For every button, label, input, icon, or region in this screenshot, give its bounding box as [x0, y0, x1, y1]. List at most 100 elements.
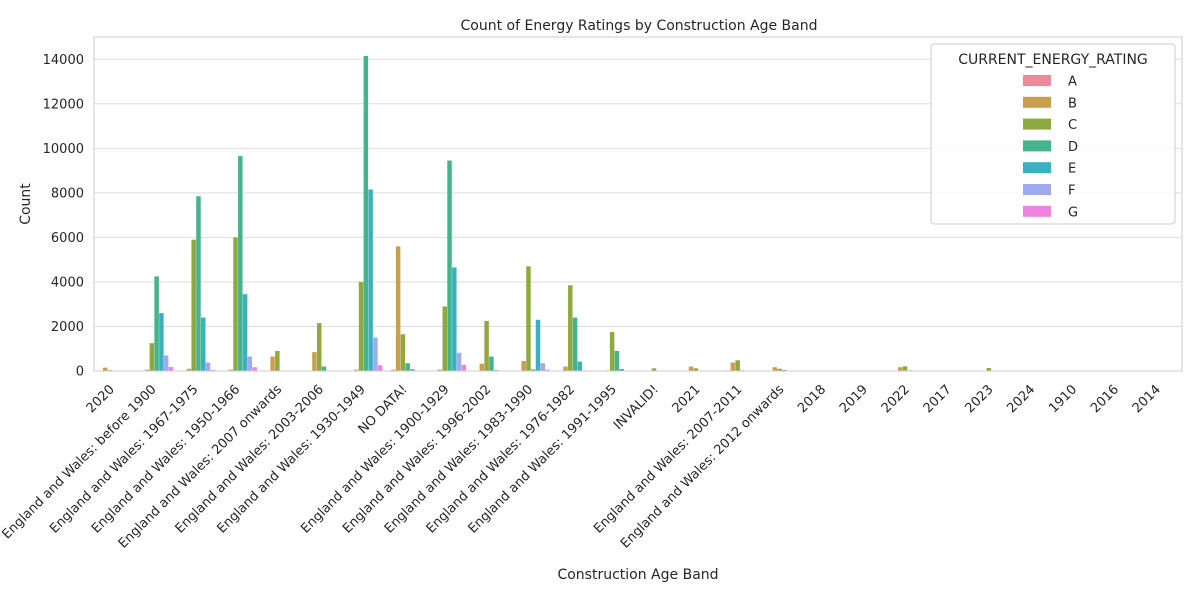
- y-tick-labels: 0 2000 4000 6000 8000 10000 12000 14000: [43, 53, 84, 380]
- bar-b-14: [688, 366, 694, 371]
- bar-b-9: [479, 363, 485, 371]
- bar-b-6: [354, 369, 359, 371]
- bar-b-7: [395, 246, 401, 371]
- y-gridlines: [94, 58, 1182, 372]
- bar-c-5: [316, 323, 322, 371]
- bar-b-19: [898, 367, 903, 371]
- y-tick-label: 14000: [43, 53, 84, 68]
- bar-d-6: [363, 55, 369, 372]
- bar-e-11: [577, 361, 583, 371]
- bar-b-1: [144, 369, 150, 371]
- bar-d-3: [238, 156, 243, 371]
- x-tick-label: England and Wales: 1976-1982: [424, 382, 578, 536]
- legend-swatch-c: [1023, 118, 1051, 130]
- bar-c-15: [735, 360, 740, 371]
- bar-f-1: [163, 355, 169, 371]
- bar-b-0: [102, 367, 108, 371]
- bar-c-14: [693, 368, 699, 371]
- bar-d-1: [154, 276, 159, 371]
- bar-b-8: [437, 369, 443, 371]
- legend-swatch-f: [1023, 184, 1051, 195]
- x-tick-label: 2019: [837, 382, 871, 416]
- x-tick-label: 2023: [963, 382, 997, 416]
- bar-c-13: [651, 368, 657, 371]
- bar-g-10: [545, 369, 550, 371]
- legend-label-f: F: [1068, 184, 1075, 199]
- bar-e-10: [535, 319, 541, 371]
- bar-b-5: [312, 352, 317, 371]
- x-tick-label: 2014: [1130, 382, 1164, 416]
- bar-f-8: [456, 352, 462, 371]
- x-tick-label: England and Wales: 1991-1995: [466, 382, 620, 536]
- x-tick-label: England and Wales: before 1900: [0, 382, 160, 542]
- bar-b-4: [270, 356, 275, 371]
- bar-e-6: [368, 189, 373, 371]
- legend-label-g: G: [1068, 205, 1078, 220]
- y-tick-label: 6000: [51, 231, 84, 246]
- bar-d-16: [782, 369, 787, 371]
- bar-c-19: [902, 366, 908, 371]
- x-tick-label: England and Wales: 1930-1949: [215, 382, 369, 536]
- bar-f-6: [373, 337, 378, 371]
- bar-d-2: [196, 196, 201, 371]
- bar-c-3: [233, 237, 238, 371]
- bar-c-6: [358, 281, 364, 371]
- x-tick-label: England and Wales: 1900-1929: [298, 382, 452, 536]
- bar-c-1: [149, 343, 155, 371]
- bar-e-8: [452, 267, 457, 371]
- x-tick-label: 2020: [84, 382, 118, 416]
- bar-e-12: [619, 369, 624, 371]
- bars: [98, 55, 1178, 372]
- x-tick-label: 2017: [921, 382, 955, 416]
- bar-b-15: [730, 362, 736, 371]
- x-axis-title: Construction Age Band: [557, 567, 718, 583]
- bar-c-11: [568, 285, 573, 371]
- x-tick-label: 2016: [1088, 382, 1122, 416]
- bar-d-9: [489, 356, 494, 371]
- bar-c-21: [986, 368, 991, 371]
- x-tick-label: 2021: [670, 382, 704, 416]
- bar-f-3: [247, 356, 253, 371]
- bar-c-7: [400, 334, 406, 371]
- x-tick-label: 2022: [879, 382, 913, 416]
- legend-swatch-e: [1023, 162, 1051, 174]
- bar-e-2: [201, 317, 206, 371]
- legend-label-e: E: [1068, 162, 1076, 177]
- chart-title: Count of Energy Ratings by Construction …: [461, 18, 818, 34]
- bar-a-7: [391, 369, 396, 371]
- bar-e-1: [159, 313, 164, 371]
- y-tick-label: 12000: [43, 97, 84, 112]
- x-tick-label: England and Wales: 2007-2011: [591, 382, 745, 536]
- bar-c-9: [484, 320, 489, 371]
- bar-b-10: [521, 360, 526, 371]
- bar-g-1: [168, 366, 174, 371]
- bar-f-2: [205, 362, 211, 371]
- legend-swatch-d: [1023, 140, 1051, 152]
- bar-e-7: [410, 369, 415, 371]
- legend-label-b: B: [1068, 96, 1077, 111]
- x-tick-label: England and Wales: 2003-2006: [173, 382, 327, 536]
- bar-b-3: [228, 369, 233, 371]
- bar-f-10: [540, 363, 546, 371]
- bar-c-12: [609, 332, 615, 371]
- x-tick-label: England and Wales: 1996-2002: [340, 382, 494, 536]
- bar-g-8: [461, 364, 467, 371]
- y-tick-label: 8000: [51, 186, 84, 201]
- bar-d-8: [447, 160, 452, 371]
- bar-d-5: [321, 366, 327, 371]
- bar-c-16: [777, 368, 782, 371]
- bar-d-11: [572, 317, 578, 371]
- bar-g-3: [252, 367, 257, 371]
- x-tick-label: 2018: [795, 382, 829, 416]
- bar-b-11: [563, 366, 568, 371]
- bar-d-7: [405, 363, 410, 371]
- y-tick-label: 4000: [51, 275, 84, 290]
- legend-frame: [930, 43, 1176, 225]
- x-tick-label: England and Wales: 1967-1975: [47, 382, 201, 536]
- bar-c-10: [526, 266, 531, 371]
- bar-c-8: [442, 306, 447, 371]
- legend-swatch-b: [1023, 96, 1051, 108]
- bar-g-6: [377, 365, 383, 371]
- bar-d-10: [530, 369, 536, 371]
